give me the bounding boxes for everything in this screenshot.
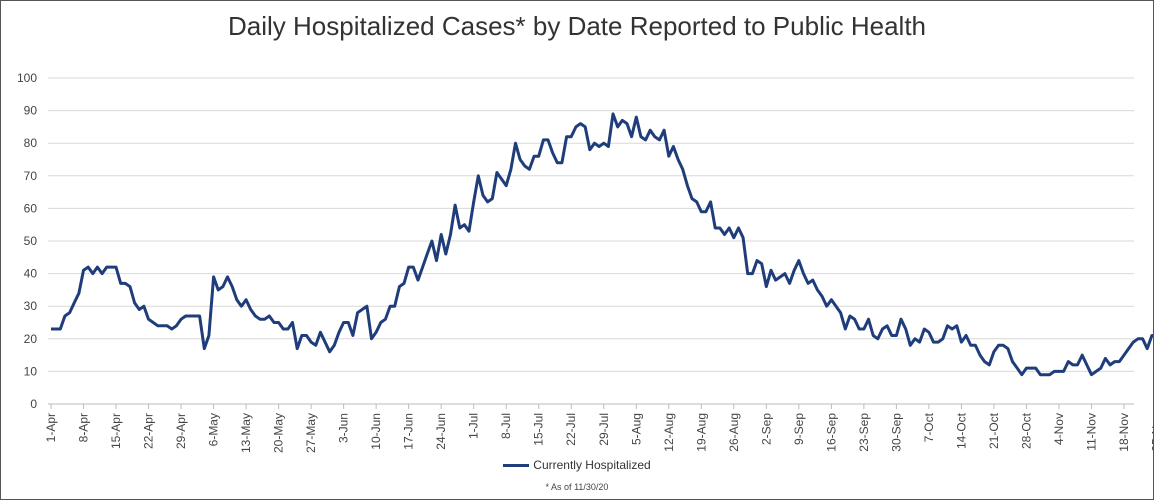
x-tick-label: 12-Aug <box>662 413 676 452</box>
legend-label: Currently Hospitalized <box>533 458 651 472</box>
x-tick-label: 9-Sep <box>792 413 806 445</box>
x-tick-label: 4-Nov <box>1052 413 1066 445</box>
legend-swatch <box>503 464 530 468</box>
series-line <box>51 112 1153 377</box>
y-tick-label: 10 <box>24 364 38 378</box>
x-tick-label: 25-Nov <box>1150 413 1153 452</box>
legend: Currently Hospitalized <box>1 458 1153 472</box>
x-tick-label: 24-Jun <box>434 413 448 450</box>
x-tick-label: 29-Jul <box>597 413 611 446</box>
x-tick-label: 15-Jul <box>532 413 546 446</box>
x-tick-label: 8-Apr <box>77 413 91 442</box>
x-tick-label: 17-Jun <box>402 413 416 450</box>
x-tick-label: 29-Apr <box>174 413 188 449</box>
y-tick-label: 70 <box>24 169 38 183</box>
x-tick-label: 27-May <box>304 413 318 453</box>
y-tick-label: 80 <box>24 136 38 150</box>
x-tick-label: 22-Jul <box>564 413 578 446</box>
x-tick-label: 10-Jun <box>369 413 383 450</box>
x-tick-label: 20-May <box>272 413 286 453</box>
x-tick-label: 30-Sep <box>889 413 903 452</box>
x-tick-label: 19-Aug <box>694 413 708 452</box>
chart-title: Daily Hospitalized Cases* by Date Report… <box>227 11 926 41</box>
x-tick-label: 18-Nov <box>1117 413 1131 452</box>
x-tick-label: 5-Aug <box>629 413 643 445</box>
x-tick-label: 15-Apr <box>109 413 123 449</box>
x-tick-label: 16-Sep <box>824 413 838 452</box>
y-tick-label: 0 <box>30 397 37 411</box>
x-tick-label: 21-Oct <box>987 412 1001 449</box>
x-tick-label: 6-May <box>207 413 221 446</box>
x-tick-label: 8-Jul <box>499 413 513 439</box>
x-tick-label: 13-May <box>239 413 253 453</box>
x-tick-label: 28-Oct <box>1019 412 1033 449</box>
y-tick-label: 40 <box>24 267 38 281</box>
x-tick-label: 14-Oct <box>954 412 968 449</box>
x-tick-label: 22-Apr <box>142 413 156 449</box>
x-tick-label: 26-Aug <box>727 413 741 452</box>
x-tick-label: 23-Sep <box>857 413 871 452</box>
x-tick-label: 11-Nov <box>1084 413 1098 451</box>
x-tick-label: 1-Jul <box>467 413 481 439</box>
x-tick-label: 1-Apr <box>44 413 58 442</box>
y-tick-label: 60 <box>24 201 38 215</box>
footnote: * As of 11/30/20 <box>545 482 609 492</box>
x-tick-label: 2-Sep <box>759 413 773 445</box>
y-tick-label: 30 <box>24 299 38 313</box>
x-tick-label: 3-Jun <box>337 413 351 443</box>
y-tick-label: 20 <box>24 332 38 346</box>
y-tick-label: 100 <box>17 71 37 85</box>
y-tick-label: 50 <box>24 234 38 248</box>
y-tick-label: 90 <box>24 104 38 118</box>
x-tick-label: 7-Oct <box>922 412 936 442</box>
